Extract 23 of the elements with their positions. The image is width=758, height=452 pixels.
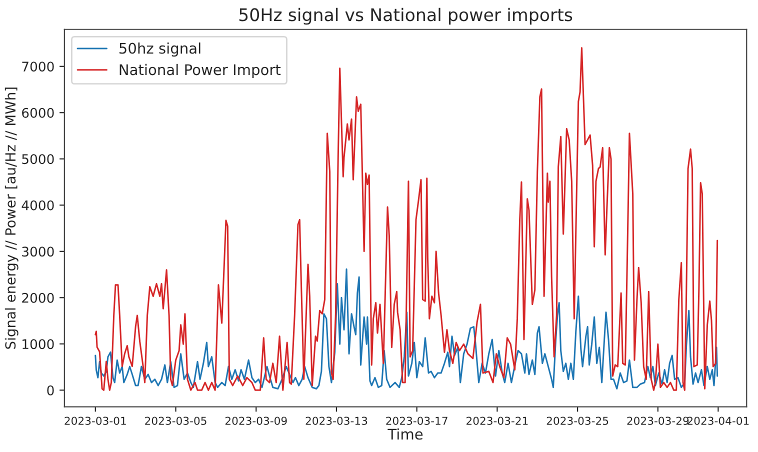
y-tick-label: 7000 [22,62,54,72]
y-tick-label: 3000 [22,246,54,257]
y-tick-label: 1000 [22,339,54,350]
legend-label: 50hz signal [120,42,200,57]
x-tick-label: 2023-03-13 [306,416,368,425]
y-tick-label: 2000 [22,292,54,303]
y-axis-title: Signal energy // Power [au/Hz // MWh] [4,88,18,349]
y-tick-label: 5000 [22,154,54,164]
x-tick-label: 2023-03-09 [225,416,287,425]
x-tick-label: 2023-04-01 [687,416,749,425]
x-tick-label: 2023-03-29 [627,416,689,425]
legend-label: National Power Import [120,64,281,78]
x-tick-label: 2023-03-21 [466,416,528,425]
x-axis-title: Time [388,428,423,440]
y-tick-label: 6000 [22,108,54,118]
line-series [94,268,718,390]
y-tick-label: 4000 [22,200,54,210]
x-tick-label: 2023-03-25 [546,416,608,425]
x-tick-label: 2023-03-01 [64,416,126,425]
y-tick-label: 0 [47,385,54,396]
chart-title: 50Hz signal vs National power imports [239,8,572,25]
x-tick-label: 2023-03-17 [386,416,448,425]
x-tick-label: 2023-03-05 [145,416,206,425]
